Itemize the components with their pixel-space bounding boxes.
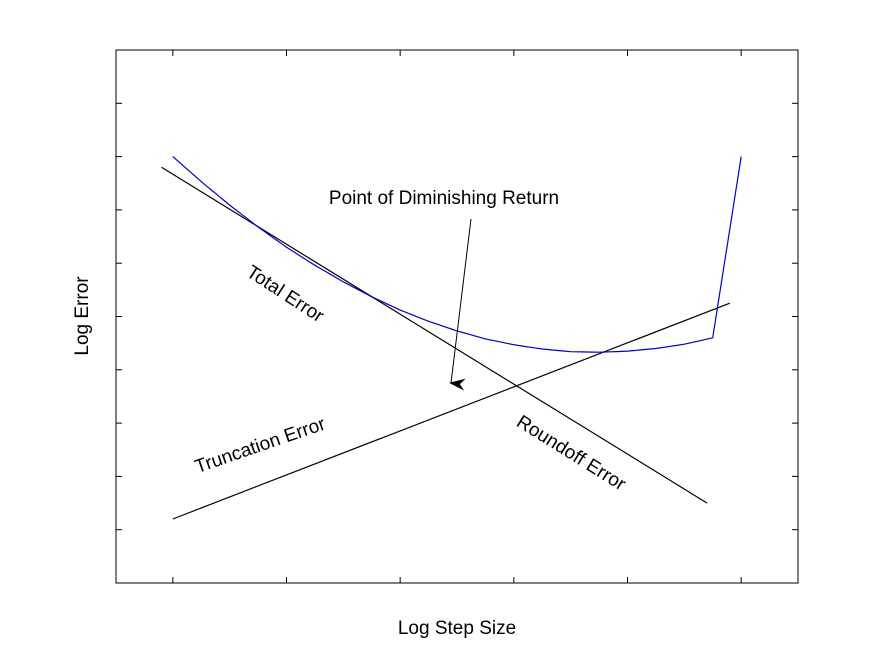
x-axis-label: Log Step Size — [398, 618, 516, 639]
annotation-text: Point of Diminishing Return — [329, 188, 559, 209]
series-line-truncation-error — [172, 302, 731, 520]
series-label-truncation-error: Truncation Error — [192, 413, 329, 478]
axis-ticks — [116, 50, 798, 583]
y-axis-label: Log Error — [72, 276, 93, 356]
annotation-arrow — [449, 218, 472, 391]
series-label-roundoff-error: Roundoff Error — [513, 412, 630, 496]
series-line-total-error — [172, 156, 742, 353]
series-layer — [161, 156, 742, 520]
series-label-total-error: Total Error — [243, 262, 328, 328]
